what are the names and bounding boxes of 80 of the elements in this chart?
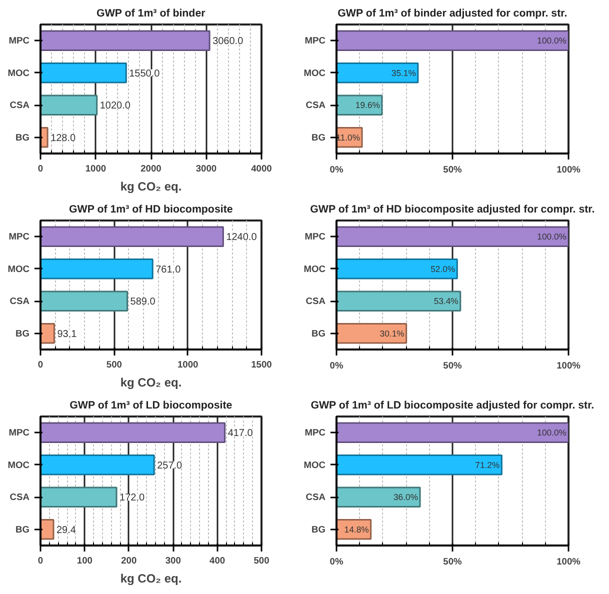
y-tick-label: MPC <box>8 428 30 438</box>
y-tick-label: BG <box>312 524 326 534</box>
data-label: 1240.0 <box>226 232 258 244</box>
x-tick-label: 50% <box>443 556 463 566</box>
y-tick-label: MPC <box>304 232 326 242</box>
data-label: 71.2% <box>475 460 500 470</box>
chart-title: GWP of 1m³ of HD biocomposite <box>69 204 233 216</box>
data-label: 172.0 <box>120 492 145 504</box>
x-tick-label: 100% <box>556 556 582 566</box>
data-label: 257.0 <box>157 460 183 472</box>
data-label: 52.0% <box>430 264 456 274</box>
y-tick-label: MPC <box>8 232 30 242</box>
data-label: 100.0% <box>537 428 567 438</box>
y-tick-label: MOC <box>8 264 30 274</box>
y-tick-label: BG <box>312 328 326 338</box>
data-label: 93.1 <box>57 328 78 340</box>
x-axis-title: kg CO₂ eq. <box>120 180 182 194</box>
x-tick-label: 100 <box>76 556 92 566</box>
x-tick-label: 0% <box>330 556 344 566</box>
x-tick-label: 4000 <box>251 164 272 174</box>
data-label: 53.4% <box>434 296 459 306</box>
y-tick-label: CSA <box>10 100 30 110</box>
x-tick-label: 200 <box>121 556 137 566</box>
data-label: 128.0 <box>50 132 76 144</box>
y-tick-label: MOC <box>8 68 30 78</box>
data-label: 35.1% <box>391 68 416 78</box>
x-tick-label: 500 <box>106 360 122 370</box>
x-axis-title: kg CO₂ eq. <box>120 376 182 390</box>
chart-title: GWP of 1m³ of binder <box>96 8 206 20</box>
data-label: 36.0% <box>393 492 418 502</box>
x-tick-label: 0 <box>38 556 44 566</box>
data-label: 29.4 <box>56 524 76 536</box>
data-label: 30.1% <box>380 328 405 338</box>
x-tick-label: 0 <box>38 164 44 174</box>
x-tick-label: 0% <box>330 164 344 174</box>
x-tick-label: 3000 <box>196 164 217 174</box>
y-tick-label: CSA <box>306 100 326 110</box>
y-tick-label: BG <box>16 524 30 534</box>
x-tick-label: 0 <box>38 360 44 370</box>
y-tick-label: BG <box>16 132 30 142</box>
data-label: 1550.0 <box>129 68 160 80</box>
y-tick-label: BG <box>16 328 30 338</box>
chart-title: GWP of 1m³ of LD biocomposite adjusted for compr. str. <box>310 400 594 412</box>
x-tick-label: 500 <box>254 556 270 566</box>
x-axis-title: kg CO₂ eq. <box>120 572 182 586</box>
data-label: 100.0% <box>537 232 567 242</box>
y-tick-label: BG <box>312 132 326 142</box>
y-tick-label: CSA <box>306 296 326 306</box>
chart-title: GWP of 1m³ of HD biocomposite adjusted for compr. str. <box>310 204 595 216</box>
x-tick-label: 50% <box>443 164 463 174</box>
y-tick-label: MOC <box>8 460 30 470</box>
data-label: 1020.0 <box>100 100 131 112</box>
y-tick-label: CSA <box>10 492 30 502</box>
data-label: 14.8% <box>344 524 370 534</box>
y-tick-label: MOC <box>304 68 326 78</box>
data-label: 417.0 <box>228 428 254 440</box>
y-tick-label: MPC <box>8 36 30 46</box>
data-label: 19.6% <box>355 100 380 110</box>
x-tick-label: 1000 <box>85 164 106 174</box>
x-tick-label: 1000 <box>177 360 198 370</box>
x-tick-label: 1500 <box>251 360 272 370</box>
chart-title: GWP of 1m³ of LD biocomposite <box>70 400 232 412</box>
data-label: 761.0 <box>156 264 182 276</box>
y-tick-label: CSA <box>10 296 30 306</box>
chart-title: GWP of 1m³ of binder adjusted for compr. str. <box>338 8 568 20</box>
x-tick-label: 100% <box>556 164 582 174</box>
x-tick-label: 100% <box>556 360 582 370</box>
data-label: 589.0 <box>130 296 156 308</box>
y-tick-label: MPC <box>304 428 326 438</box>
data-label: 100.0% <box>537 36 567 46</box>
x-tick-label: 300 <box>165 556 181 566</box>
x-tick-label: 400 <box>210 556 226 566</box>
x-tick-label: 0% <box>330 360 344 370</box>
y-tick-label: MOC <box>304 264 326 274</box>
x-tick-label: 2000 <box>140 164 162 174</box>
y-tick-label: MOC <box>304 460 326 470</box>
x-tick-label: 50% <box>443 360 463 370</box>
y-tick-label: CSA <box>306 492 326 502</box>
data-label: 3060.0 <box>212 36 244 48</box>
y-tick-label: MPC <box>304 36 326 46</box>
